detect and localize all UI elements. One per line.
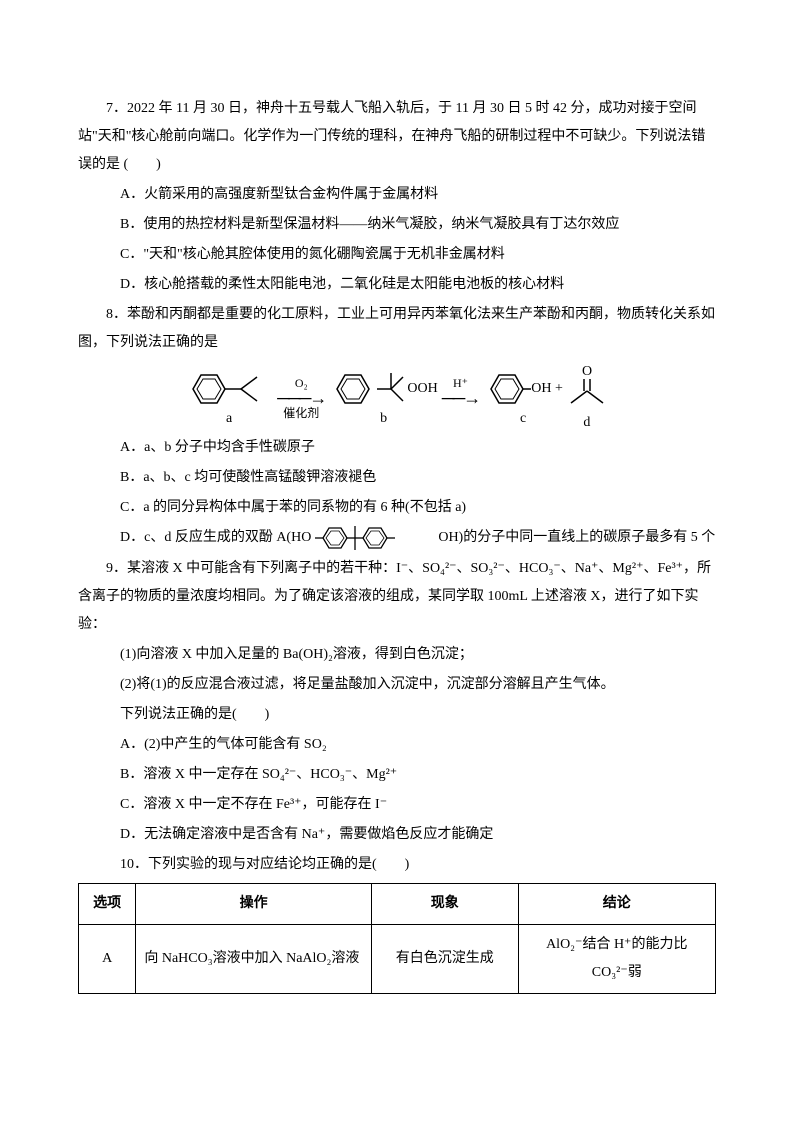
arrow-1: O₂ ───→ 催化剂 <box>277 377 325 419</box>
q7-opt-b: B．使用的热控材料是新型保温材料——纳米气凝胶，纳米气凝胶具有丁达尔效应 <box>78 211 716 239</box>
molecule-d: O d <box>565 365 609 430</box>
q9-question: 下列说法正确的是( ) <box>78 701 716 729</box>
arrow-2: H⁺ ──→ <box>442 377 480 419</box>
q7-stem: 7．2022 年 11 月 30 日，神舟十五号载人飞船入轨后，于 11 月 3… <box>78 95 716 179</box>
cell-opt-a: A <box>79 924 136 993</box>
q7-opt-a: A．火箭采用的高强度新型钛合金构件属于金属材料 <box>78 181 716 209</box>
bisphenol-structure <box>315 524 435 552</box>
molecule-b: OOH b <box>329 369 437 426</box>
th-conclusion: 结论 <box>518 883 715 924</box>
q7-opt-c: C．"天和"核心舱其腔体使用的氮化硼陶瓷属于无机非金属材料 <box>78 241 716 269</box>
table-row: A 向 NaHCO₃溶液中加入 NaAlO₂溶液 有白色沉淀生成 AlO₂⁻结合… <box>79 924 716 993</box>
q8-d-post: OH)的分子中同一直线上的碳原子最多有 5 个 <box>438 531 715 546</box>
molecule-a: a <box>185 369 273 426</box>
label-a: a <box>226 411 232 426</box>
q9-opt-b: B．溶液 X 中一定存在 SO₄²⁻、HCO₃⁻、Mg²⁺ <box>78 761 716 789</box>
svg-text:O: O <box>582 365 592 379</box>
table-header-row: 选项 操作 现象 结论 <box>79 883 716 924</box>
q8-opt-b: B．a、b、c 均可使酸性高锰酸钾溶液褪色 <box>78 464 716 492</box>
q10-table: 选项 操作 现象 结论 A 向 NaHCO₃溶液中加入 NaAlO₂溶液 有白色… <box>78 883 716 994</box>
label-d: d <box>583 415 590 430</box>
th-operation: 操作 <box>136 883 372 924</box>
q8-stem: 8．苯酚和丙酮都是重要的化工原料，工业上可用异丙苯氧化法来生产苯酚和丙酮，物质转… <box>78 301 716 357</box>
q8-opt-c: C．a 的同分异构体中属于苯的同系物的有 6 种(不包括 a) <box>78 494 716 522</box>
cell-phenomenon-a: 有白色沉淀生成 <box>372 924 519 993</box>
q8-d-pre: D．c、d 反应生成的双酚 A(HO <box>120 531 311 546</box>
q7-opt-d: D．核心舱搭载的柔性太阳能电池，二氧化硅是太阳能电池板的核心材料 <box>78 271 716 299</box>
b-ooh: OOH <box>407 381 437 396</box>
q9-opt-d: D．无法确定溶液中是否含有 Na⁺，需要做焰色反应才能确定 <box>78 821 716 849</box>
c-oh: OH + <box>531 381 563 396</box>
arrow1-bot: 催化剂 <box>283 407 319 419</box>
label-c: c <box>520 411 526 426</box>
q9-opt-a: A．(2)中产生的气体可能含有 SO₂ <box>78 731 716 759</box>
q8-reaction-diagram: a O₂ ───→ 催化剂 OOH b H⁺ ──→ <box>78 365 716 430</box>
arrow2-top: H⁺ <box>453 377 468 389</box>
q9-step1: (1)向溶液 X 中加入足量的 Ba(OH)₂溶液，得到白色沉淀； <box>78 641 716 669</box>
q8-opt-a: A．a、b 分子中均含手性碳原子 <box>78 434 716 462</box>
q8-opt-d: D．c、d 反应生成的双酚 A(HO OH)的分子中同一直线上的碳原子最多有 5… <box>78 524 716 552</box>
th-phenomenon: 现象 <box>372 883 519 924</box>
th-option: 选项 <box>79 883 136 924</box>
cell-conclusion-a: AlO₂⁻结合 H⁺的能力比 CO₃²⁻弱 <box>518 924 715 993</box>
molecule-c: OH + c <box>483 369 563 426</box>
q9-step2: (2)将(1)的反应混合液过滤，将足量盐酸加入沉淀中，沉淀部分溶解且产生气体。 <box>78 671 716 699</box>
q10-stem: 10．下列实验的现与对应结论均正确的是( ) <box>78 851 716 879</box>
arrow1-top: O₂ <box>295 377 308 389</box>
cell-operation-a: 向 NaHCO₃溶液中加入 NaAlO₂溶液 <box>136 924 372 993</box>
label-b: b <box>380 411 387 426</box>
q9-opt-c: C．溶液 X 中一定不存在 Fe³⁺，可能存在 I⁻ <box>78 791 716 819</box>
q9-stem: 9．某溶液 X 中可能含有下列离子中的若干种：I⁻、SO₄²⁻、SO₃²⁻、HC… <box>78 555 716 639</box>
